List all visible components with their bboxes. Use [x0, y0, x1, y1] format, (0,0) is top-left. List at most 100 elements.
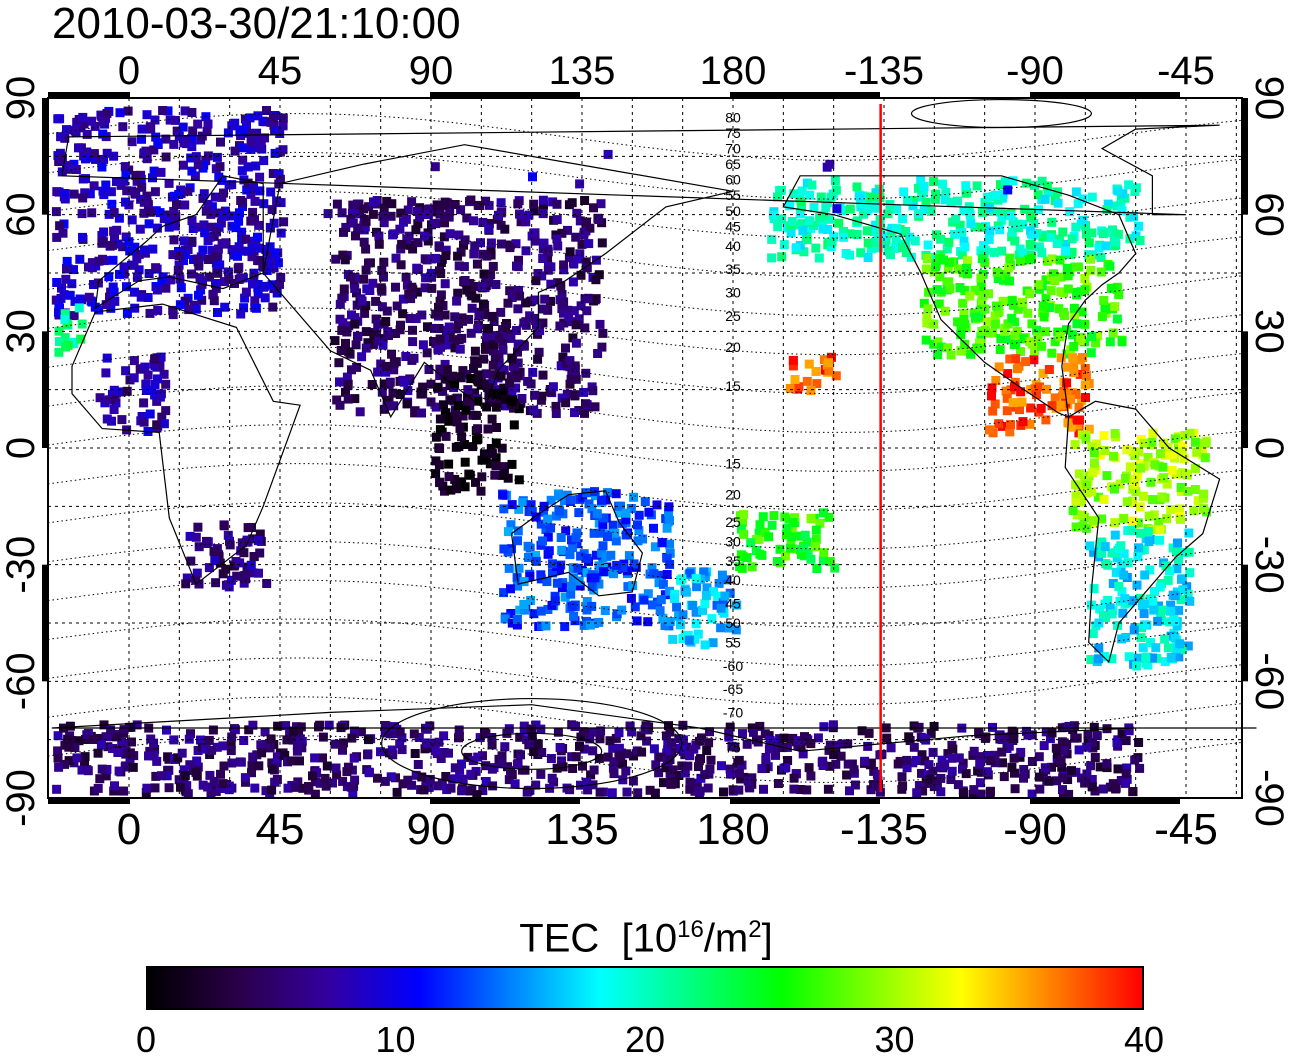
tec-cell: [886, 250, 895, 260]
tec-cell: [169, 139, 179, 149]
tec-cell: [471, 293, 481, 303]
tec-cell: [611, 733, 621, 743]
tec-cell: [984, 289, 993, 299]
tec-cell: [76, 334, 86, 344]
tec-cell: [875, 787, 885, 797]
tec-cell: [760, 729, 770, 739]
tec-cell: [948, 744, 958, 754]
tec-cell: [650, 788, 660, 798]
tec-cell: [233, 251, 242, 261]
tec-cell: [144, 751, 153, 761]
tec-cell: [114, 213, 124, 223]
tec-cell: [957, 250, 967, 260]
tec-cell: [497, 759, 507, 769]
tec-cell: [1027, 789, 1037, 799]
tec-cell: [839, 232, 849, 242]
tec-cell: [119, 725, 129, 735]
tec-cell: [381, 361, 391, 371]
tec-cell: [361, 265, 371, 275]
tec-cell: [1176, 482, 1186, 492]
tec-cell: [974, 729, 984, 739]
tec-cell: [150, 354, 160, 364]
tec-cell: [507, 397, 517, 407]
tec-cell: [863, 203, 873, 213]
tec-cell: [470, 241, 480, 251]
tec-cell: [539, 501, 549, 511]
tec-cell: [150, 187, 160, 197]
tec-cell: [520, 765, 530, 775]
tec-cell: [507, 459, 517, 469]
tec-cell: [1129, 625, 1139, 635]
tec-cell: [459, 240, 468, 250]
tec-cell: [718, 598, 728, 608]
tec-cell: [209, 546, 219, 556]
tec-cell: [270, 148, 280, 158]
tec-cell: [672, 602, 682, 612]
tec-cell: [975, 759, 985, 769]
tec-cell: [807, 180, 817, 190]
tec-cell: [236, 757, 246, 767]
tec-cell: [591, 275, 601, 285]
tec-cell: [734, 768, 744, 778]
tec-cell: [681, 587, 691, 597]
tec-cell: [204, 735, 214, 745]
tec-cell: [136, 292, 146, 302]
tec-cell: [154, 361, 164, 371]
tec-cell: [585, 223, 595, 233]
tec-cell: [606, 550, 616, 560]
tec-cell: [236, 309, 246, 319]
tec-cell: [538, 254, 548, 263]
tec-cell: [1004, 334, 1014, 344]
tec-cell: [999, 275, 1008, 285]
tec-cell: [344, 347, 354, 357]
tec-cell: [445, 229, 455, 239]
tec-cell: [926, 206, 936, 216]
tec-cell: [806, 514, 816, 523]
contour-label: 80: [725, 109, 741, 125]
tec-cell: [1140, 570, 1150, 580]
tec-cell: [994, 362, 1004, 372]
tec-cell: [684, 635, 694, 645]
tec-cell: [767, 520, 777, 530]
tec-cell: [769, 511, 779, 521]
tec-cell: [938, 179, 948, 189]
tec-cell: [109, 287, 119, 297]
tec-cell: [150, 783, 160, 793]
tec-cell: [486, 270, 496, 280]
tec-cell: [97, 155, 106, 165]
tec-cell: [1099, 431, 1109, 441]
tec-cell: [172, 126, 182, 136]
tec-cell: [665, 559, 675, 569]
tec-cell: [1034, 752, 1044, 762]
tec-cell: [714, 578, 724, 588]
tec-cell: [688, 601, 698, 610]
tec-cell: [1056, 272, 1066, 282]
tec-cell: [775, 544, 785, 554]
tec-cell: [52, 232, 62, 242]
tec-cell: [633, 788, 643, 798]
tec-cell: [457, 333, 467, 343]
tec-cell: [915, 781, 925, 791]
tec-cell: [163, 752, 173, 762]
tec-cell: [441, 431, 451, 441]
tec-cell: [738, 517, 748, 527]
tec-cell: [530, 390, 540, 400]
tec-cell: [537, 748, 547, 757]
tec-cell: [278, 121, 288, 131]
tec-cell: [514, 286, 523, 295]
tec-cell: [197, 295, 207, 305]
tec-cell: [1001, 732, 1011, 742]
tec-cell: [621, 766, 631, 776]
tec-cell: [512, 261, 521, 271]
tec-cell: [435, 242, 444, 252]
magnetic-contour: [47, 385, 1243, 433]
tec-cell: [555, 506, 565, 516]
tec-cell: [283, 783, 293, 793]
tec-cell: [175, 300, 185, 310]
tec-cell: [480, 728, 489, 738]
tec-cell: [514, 255, 523, 265]
tec-cell: [990, 399, 1000, 409]
tec-cell: [1116, 541, 1126, 551]
tec-cell: [1051, 743, 1061, 753]
tec-cell: [616, 501, 625, 511]
